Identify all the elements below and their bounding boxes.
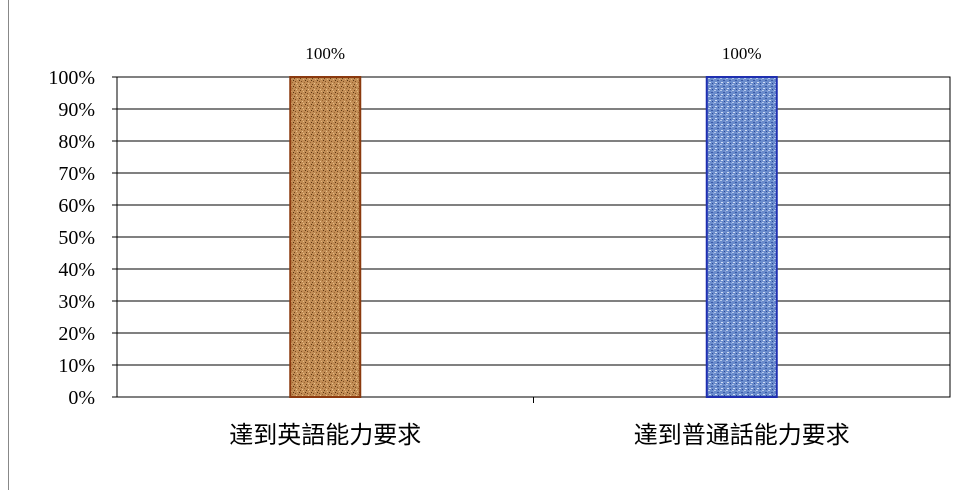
bar [289,76,362,398]
data-label: 100% [305,44,345,63]
y-tick-label: 90% [58,99,95,121]
y-tick-label: 80% [58,131,95,153]
bar [705,76,778,398]
y-tick-label: 70% [58,163,95,185]
y-tick-label: 100% [48,67,95,89]
y-tick-label: 30% [58,291,95,313]
category-label: 達到英語能力要求 [229,421,421,449]
y-tick-label: 60% [58,195,95,217]
y-tick-label: 50% [58,227,95,249]
y-tick-label: 20% [58,323,95,345]
frame-left-border [8,0,9,490]
y-tick-label: 0% [68,387,95,409]
category-label: 達到普通話能力要求 [634,421,850,449]
y-tick-label: 10% [58,355,95,377]
data-label: 100% [722,44,762,63]
y-tick-label: 40% [58,259,95,281]
